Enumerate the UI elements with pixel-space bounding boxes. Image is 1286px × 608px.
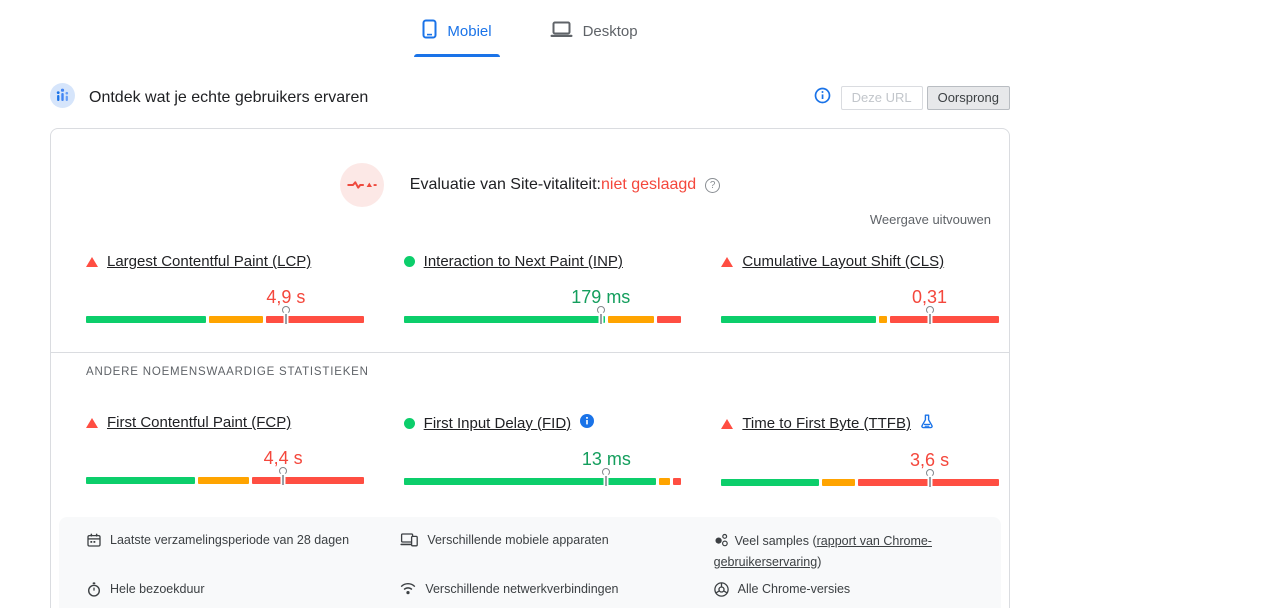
main-content: Mobiel Desktop Ontdek wat je echte gebru… [50, 0, 1010, 608]
metric-cls-value: 0,31 [912, 287, 948, 307]
bar-segment-good [403, 478, 657, 485]
bar-segment-good [721, 479, 820, 486]
bar-segment-needs-improvement [879, 316, 888, 323]
good-circle-icon [403, 417, 415, 429]
bar-segment-needs-improvement [208, 316, 263, 323]
calendar-icon [87, 533, 101, 547]
poor-triangle-icon [721, 418, 734, 429]
heartbeat-pulse-icon [339, 163, 384, 207]
metric-ttfb: Time to First Byte (TTFB) 3,6 s [721, 414, 999, 487]
footnote-collection-period: Laatste verzamelingsperiode van 28 dagen [87, 530, 362, 573]
stopwatch-icon [87, 582, 101, 597]
distribution-bar [721, 306, 999, 324]
metric-ttfb-link[interactable]: Time to First Byte (TTFB) [742, 415, 911, 432]
p75-marker [281, 306, 290, 324]
poor-triangle-icon [86, 417, 98, 428]
chrome-icon [713, 582, 729, 597]
footnote-connections: Verschillende netwerkverbindingen [400, 579, 675, 600]
blue-info-icon[interactable] [580, 414, 595, 432]
origin-button[interactable]: Oorsprong [926, 86, 1010, 110]
bar-segment-poor [673, 478, 682, 485]
devices-icon [400, 533, 419, 547]
footnote-chrome-versions: Alle Chrome-versies [713, 579, 989, 600]
distribution-bar [86, 306, 364, 324]
cwv-assessment: Evaluatie van Site-vitaliteit: niet gesla… [51, 163, 1009, 207]
metric-fid: First Input Delay (FID) 13 ms [403, 414, 682, 487]
other-metrics-row: First Contentful Paint (FCP) 4,4 s [51, 378, 1009, 487]
metric-fcp: First Contentful Paint (FCP) 4,4 s [86, 414, 364, 487]
device-tab-bar: Mobiel Desktop [50, 0, 1010, 57]
bar-segment-needs-improvement [822, 479, 855, 486]
p75-marker [279, 467, 288, 485]
experiment-flask-icon[interactable] [920, 414, 934, 433]
bar-segment-good [721, 316, 877, 323]
wifi-icon [401, 583, 416, 595]
footnote-devices: Verschillende mobiele apparaten [400, 530, 675, 573]
metric-fcp-link[interactable]: First Contentful Paint (FCP) [107, 414, 292, 431]
footnote-samples: Veel samples (rapport van Chrome-gebruik… [713, 533, 932, 569]
this-url-button[interactable]: Deze URL [840, 86, 923, 110]
bar-segment-good [86, 477, 195, 484]
poor-triangle-icon [721, 256, 734, 267]
metric-lcp: Largest Contentful Paint (LCP) 4,9 s [86, 253, 364, 324]
bar-segment-needs-improvement [659, 478, 671, 485]
footnote-visit-duration: Hele bezoekduur [87, 579, 362, 600]
bar-segment-poor [857, 479, 999, 486]
bar-segment-poor [890, 316, 999, 323]
bar-segment-needs-improvement [607, 316, 654, 323]
crux-report-link[interactable]: rapport van Chrome-gebruikerservaring [713, 534, 932, 569]
scope-toggle: Deze URL Oorsprong [840, 86, 1010, 110]
p75-marker [602, 468, 611, 486]
field-data-card: Evaluatie van Site-vitaliteit: niet gesla… [50, 128, 1010, 608]
p75-marker [925, 306, 934, 324]
real-users-icon [50, 83, 75, 113]
tab-desktop-label: Desktop [582, 22, 638, 40]
bar-segment-good [86, 316, 206, 323]
distribution-bar [403, 468, 682, 486]
p75-marker [925, 469, 934, 487]
bar-segment-poor [265, 316, 364, 323]
metric-inp: Interaction to Next Paint (INP) 179 ms [403, 253, 682, 324]
bar-segment-poor [656, 316, 682, 323]
poor-triangle-icon [86, 256, 98, 267]
samples-dots-icon [715, 533, 728, 547]
metric-inp-value: 179 ms [571, 287, 631, 307]
bar-segment-needs-improvement [197, 477, 250, 484]
p75-marker [596, 306, 605, 324]
data-footnotes: Laatste verzamelingsperiode van 28 dagen… [59, 517, 1001, 608]
metric-ttfb-value: 3,6 s [910, 450, 950, 470]
metric-cls: Cumulative Layout Shift (CLS) 0,31 [721, 253, 999, 324]
good-circle-icon [403, 256, 415, 267]
other-stats-heading: ANDERE NOEMENSWAARDIGE STATISTIEKEN [86, 366, 369, 378]
metric-fid-link[interactable]: First Input Delay (FID) [423, 414, 572, 432]
field-data-header: Ontdek wat je echte gebruikers ervaren D… [50, 83, 1010, 113]
core-metrics-row: Largest Contentful Paint (LCP) 4,9 s [51, 227, 1009, 324]
help-icon[interactable] [705, 177, 721, 193]
metric-lcp-link[interactable]: Largest Contentful Paint (LCP) [107, 253, 312, 270]
assessment-label: Evaluatie van Site-vitaliteit: [409, 176, 601, 193]
assessment-result: niet geslaagd [601, 176, 697, 193]
field-data-title: Ontdek wat je echte gebruikers ervaren [89, 89, 369, 106]
section-divider [51, 352, 1009, 353]
distribution-bar [86, 467, 364, 485]
tab-mobile-label: Mobiel [447, 22, 492, 40]
expand-view-link[interactable]: Weergave uitvouwen [869, 212, 991, 227]
metric-lcp-value: 4,9 s [266, 287, 306, 307]
mobile-phone-icon [422, 19, 437, 43]
metric-inp-link[interactable]: Interaction to Next Paint (INP) [423, 253, 623, 270]
distribution-bar [721, 469, 999, 487]
distribution-bar [403, 306, 682, 324]
metric-fid-value: 13 ms [581, 449, 631, 469]
tab-mobile[interactable]: Mobiel [414, 13, 500, 57]
bar-segment-poor [252, 477, 364, 484]
info-icon[interactable] [814, 87, 831, 109]
desktop-laptop-icon [550, 20, 573, 42]
metric-fcp-value: 4,4 s [263, 448, 303, 468]
tab-desktop[interactable]: Desktop [542, 13, 646, 57]
metric-cls-link[interactable]: Cumulative Layout Shift (CLS) [742, 253, 945, 270]
bar-segment-good [403, 316, 605, 323]
